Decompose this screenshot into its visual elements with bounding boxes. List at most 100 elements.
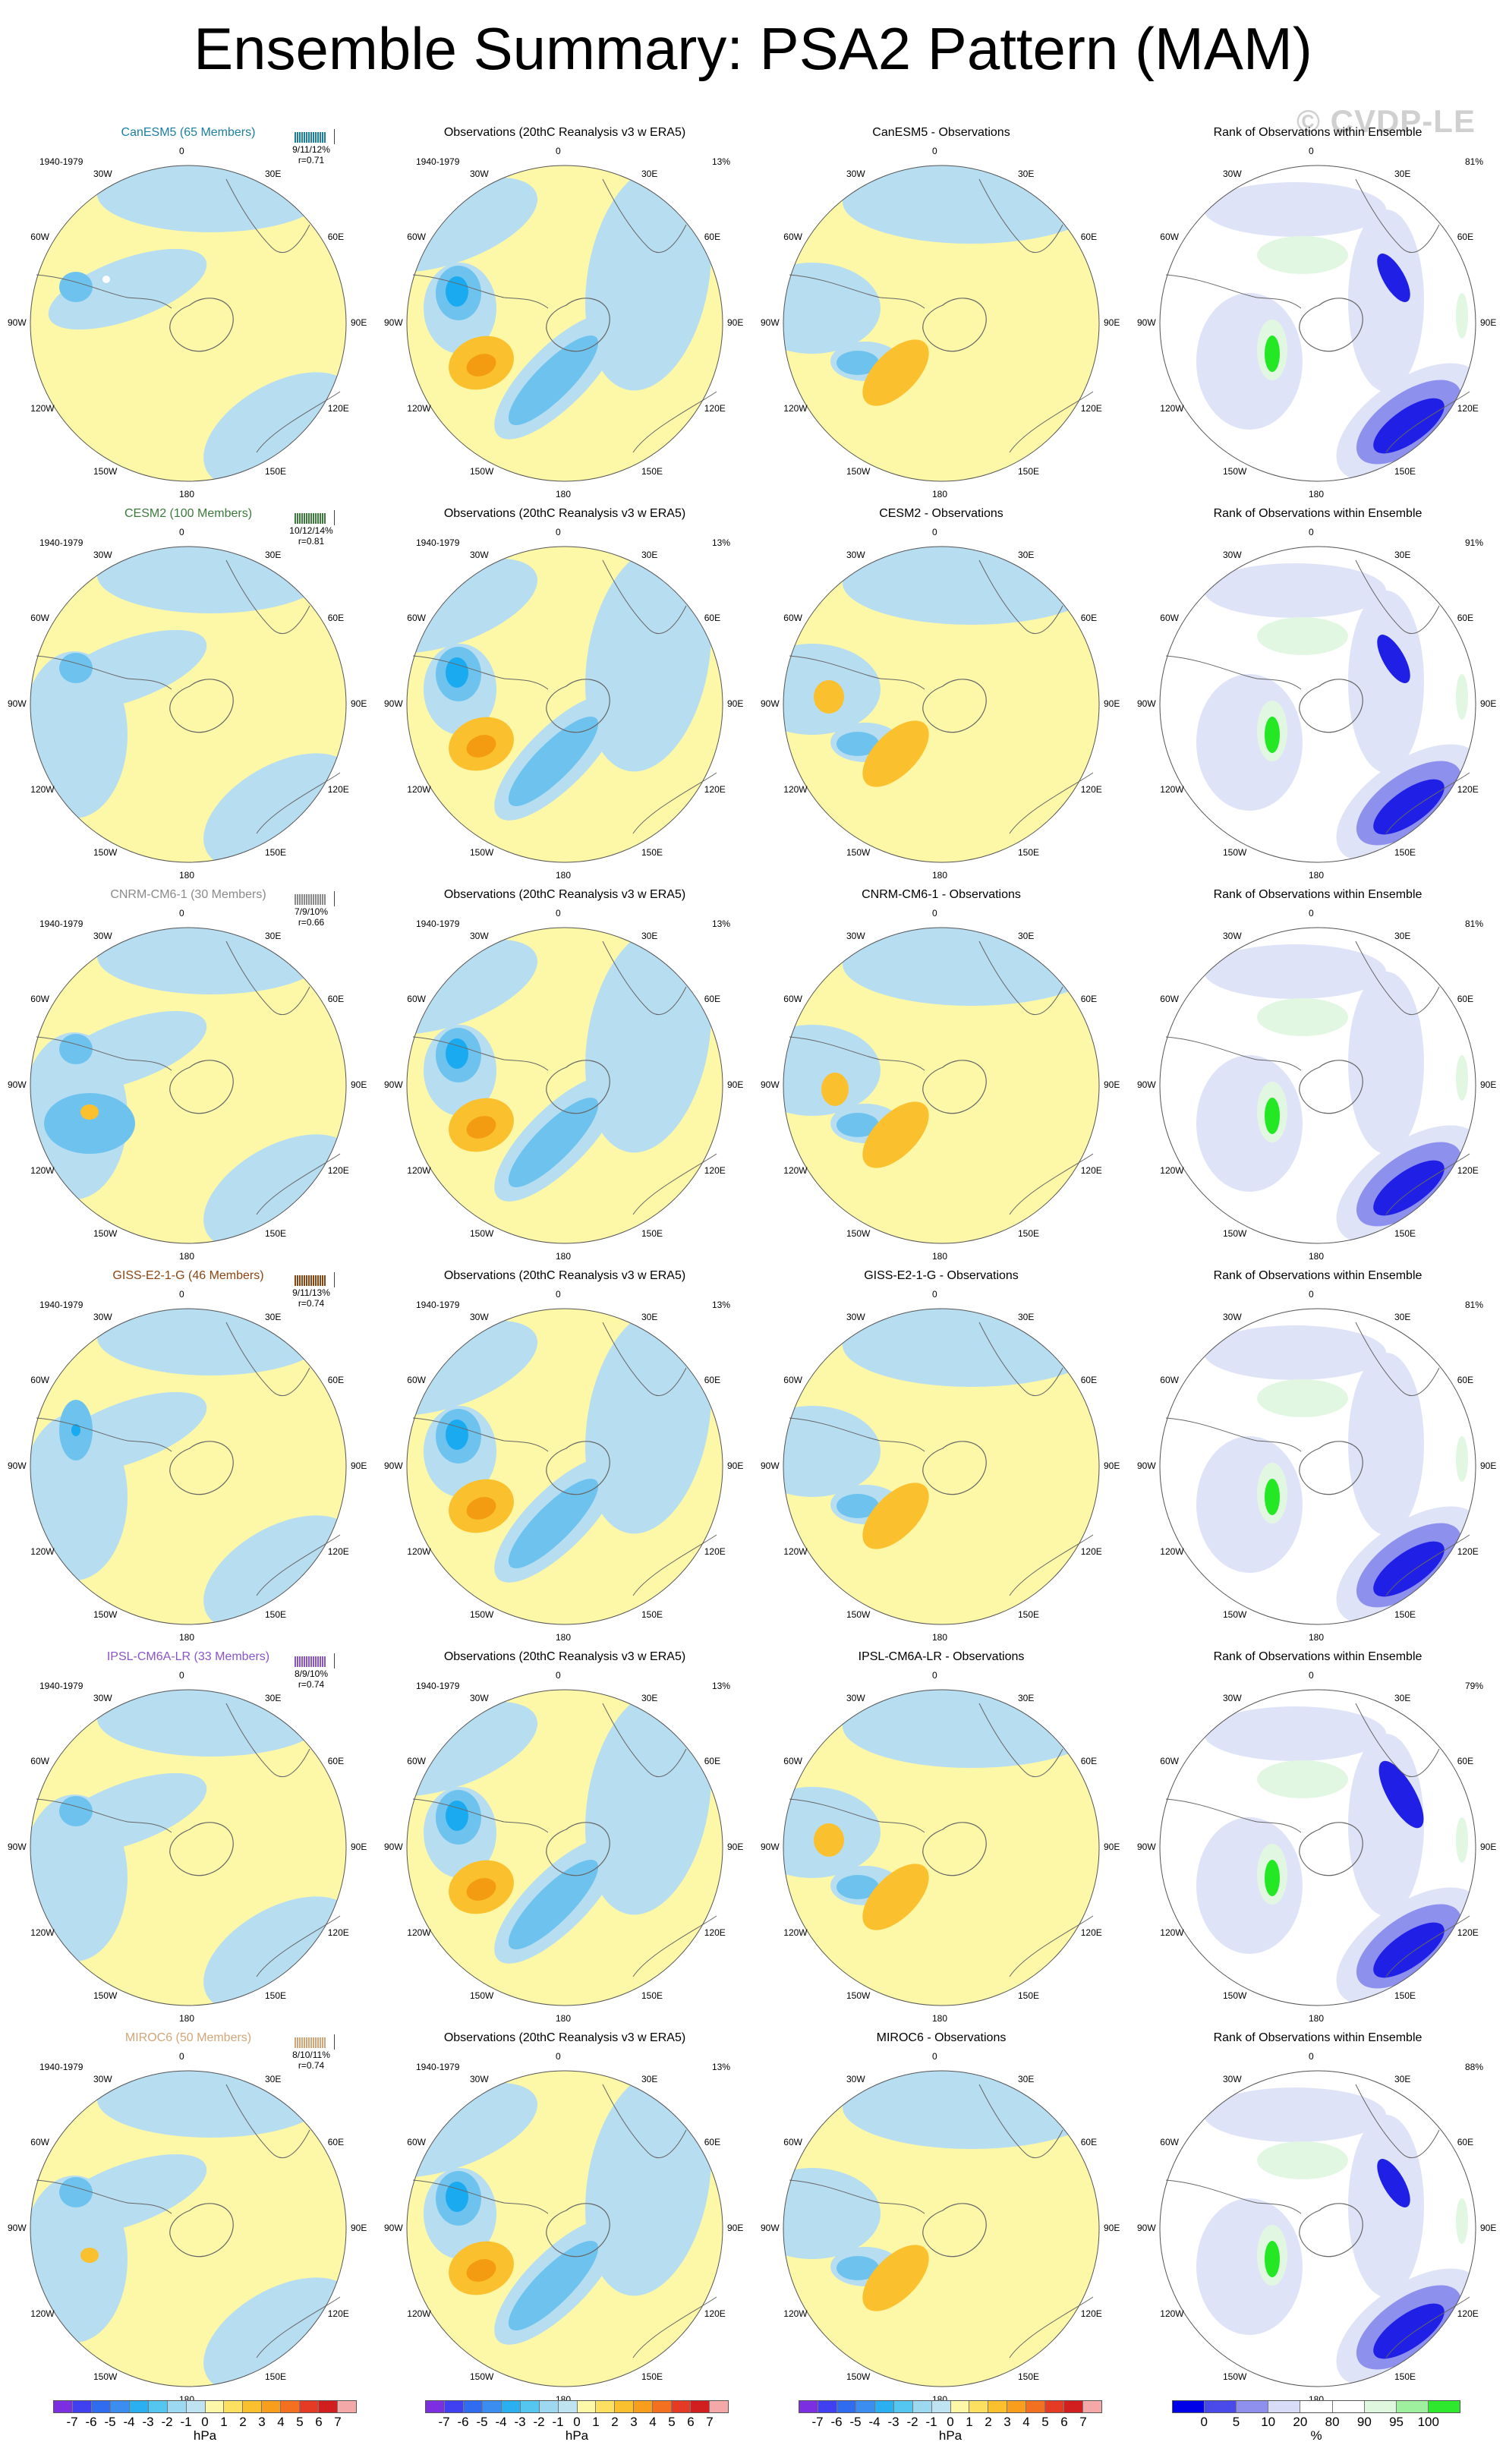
longitude-label: 150W	[1223, 465, 1247, 477]
polar-map	[406, 1308, 723, 1625]
map-field	[30, 165, 346, 481]
longitude-label: 60E	[704, 613, 721, 623]
map-boundary	[30, 927, 347, 1244]
longitude-label: 120W	[407, 1165, 431, 1176]
longitude-label: 30W	[470, 931, 489, 942]
longitude-label: 180	[1309, 1632, 1325, 1643]
rank-low	[1348, 972, 1424, 1154]
colorbar-tick-label: 1	[592, 2415, 600, 2429]
spread-stats: 7/9/10%	[294, 906, 329, 917]
rank-panel: Rank of Observations within Ensemble 81% 0…	[1130, 121, 1506, 501]
longitude-label: 60E	[1080, 232, 1098, 242]
longitude-label: 30W	[1223, 1312, 1242, 1323]
pattern-correlation: r=0.81	[298, 536, 325, 547]
longitude-label: 0	[556, 1670, 561, 1681]
spread-member-tick	[306, 132, 307, 143]
rank-low	[1348, 591, 1424, 773]
polar-map	[30, 546, 347, 863]
variance-pct: 13%	[712, 1681, 731, 1691]
polar-map	[30, 927, 347, 1244]
spread-member-tick	[297, 1656, 298, 1667]
spread-member-tick	[308, 513, 310, 524]
rank-low	[1204, 1325, 1386, 1380]
longitude-label: 90W	[761, 1842, 780, 1852]
colorbar-cell	[148, 2401, 168, 2412]
diff-panel: CNRM-CM6-1 - Observations 0 30E 60E 90E 120E 1…	[753, 884, 1130, 1263]
longitude-label: 90E	[351, 698, 367, 709]
negative-anomaly	[843, 928, 1099, 1006]
africa-outline	[602, 941, 687, 1015]
period-label: 1940-1979	[39, 156, 83, 167]
map-field	[1160, 165, 1476, 481]
longitude-label: 180	[932, 1251, 948, 1262]
longitude-label: 30E	[265, 1312, 282, 1323]
longitude-label: 30W	[846, 931, 865, 942]
longitude-label: 120W	[30, 1546, 55, 1557]
colorbar-tick-label: -2	[906, 2415, 918, 2429]
spread-member-tick	[306, 1275, 307, 1286]
australia-outline	[632, 1534, 717, 1596]
longitude-label: 30W	[470, 550, 489, 561]
polar-map	[1159, 1308, 1476, 1625]
colorbar-cell	[426, 2401, 445, 2412]
spread-member-tick	[295, 2037, 296, 2048]
longitude-label: 150W	[1223, 846, 1247, 858]
map-boundary	[783, 2070, 1100, 2387]
positive-anomaly	[862, 1101, 929, 1168]
model-panel: CNRM-CM6-1 (30 Members) 1940-1979 7/9/10% r…	[0, 884, 376, 1263]
south-america-outline	[1165, 2179, 1302, 2214]
longitude-label: 120W	[1160, 1927, 1184, 1938]
map-boundary	[1159, 2070, 1476, 2387]
rank-high	[1265, 1098, 1280, 1134]
australia-outline	[1385, 1153, 1470, 1215]
period-label: 1940-1979	[39, 1300, 83, 1310]
map-boundary	[406, 546, 723, 863]
spread-member-tick	[295, 1275, 296, 1286]
longitude-label: 150E	[641, 1990, 663, 2001]
longitude-label: 150E	[1394, 846, 1416, 858]
australia-outline	[632, 391, 717, 453]
longitude-label: 60W	[1160, 613, 1179, 623]
variance-pct: 13%	[712, 156, 731, 167]
negative-anomaly	[508, 1859, 599, 1950]
polar-map	[406, 165, 723, 482]
colorbar-tick-label: -5	[476, 2415, 488, 2429]
longitude-label: 60E	[1080, 1375, 1098, 1385]
panel-title: MIROC6 - Observations	[876, 2031, 1007, 2044]
colorbar-cells	[425, 2400, 729, 2413]
longitude-label: 120W	[783, 1927, 808, 1938]
obs-panel: Observations (20thC Reanalysis v3 w ERA5…	[376, 1646, 753, 2025]
negative-anomaly	[836, 1494, 879, 1518]
longitude-label: 60E	[1457, 2137, 1474, 2147]
colorbar-tick-label: 80	[1325, 2415, 1340, 2429]
spread-member-tick	[297, 1275, 298, 1286]
obs-panel: Observations (20thC Reanalysis v3 w ERA5…	[376, 884, 753, 1263]
rank-pct: 81%	[1465, 1300, 1484, 1310]
longitude-label: 90W	[384, 1079, 403, 1090]
negative-anomaly	[836, 2256, 879, 2280]
longitude-label: 120W	[1160, 1546, 1184, 1557]
longitude-label: 150W	[470, 2371, 494, 2382]
rank-low	[1196, 1436, 1303, 1573]
spread-member-tick	[299, 513, 301, 524]
panel-title: MIROC6 (50 Members)	[124, 2031, 252, 2044]
panel-title: Rank of Observations within Ensemble	[1213, 126, 1423, 139]
pattern-correlation: r=0.74	[298, 2060, 325, 2071]
spread-member-tick	[295, 1656, 296, 1667]
negative-anomaly	[783, 1787, 881, 1878]
colorbar-tick-label: 1	[966, 2415, 973, 2429]
longitude-label: 90E	[351, 317, 367, 328]
spread-member-tick	[322, 1275, 323, 1286]
rank-low	[1196, 2198, 1303, 2335]
negative-anomaly	[843, 1309, 1099, 1387]
longitude-label: 150E	[265, 465, 287, 477]
south-america-outline	[1165, 1036, 1302, 1071]
colorbar-cell	[818, 2401, 837, 2412]
longitude-label: 150W	[470, 465, 494, 477]
longitude-label: 180	[932, 870, 948, 881]
longitude-label: 120W	[407, 2308, 431, 2319]
map-field	[1160, 1690, 1476, 2006]
longitude-label: 60E	[704, 994, 721, 1004]
spread-member-tick	[306, 894, 307, 905]
africa-outline	[978, 178, 1063, 253]
